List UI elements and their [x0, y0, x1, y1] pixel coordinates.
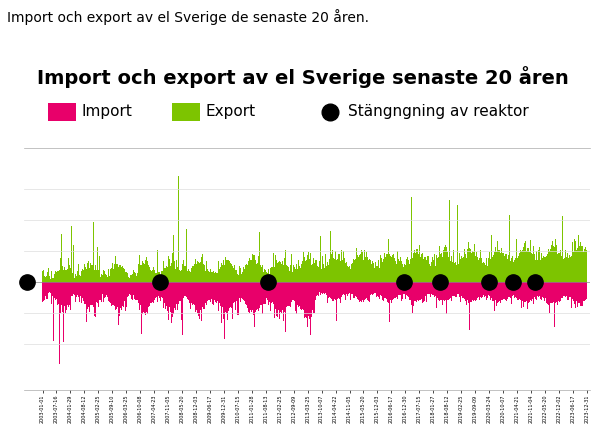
Text: Stängngning av reaktor: Stängngning av reaktor	[348, 105, 529, 119]
Bar	[172, 103, 200, 121]
Bar	[48, 103, 76, 121]
Text: Import och export av el Sverige de senaste 20 åren.: Import och export av el Sverige de senas…	[7, 9, 369, 25]
Text: Import: Import	[82, 105, 132, 119]
Text: Export: Export	[206, 105, 256, 119]
Text: Import och export av el Sverige senaste 20 åren: Import och export av el Sverige senaste …	[37, 66, 568, 88]
